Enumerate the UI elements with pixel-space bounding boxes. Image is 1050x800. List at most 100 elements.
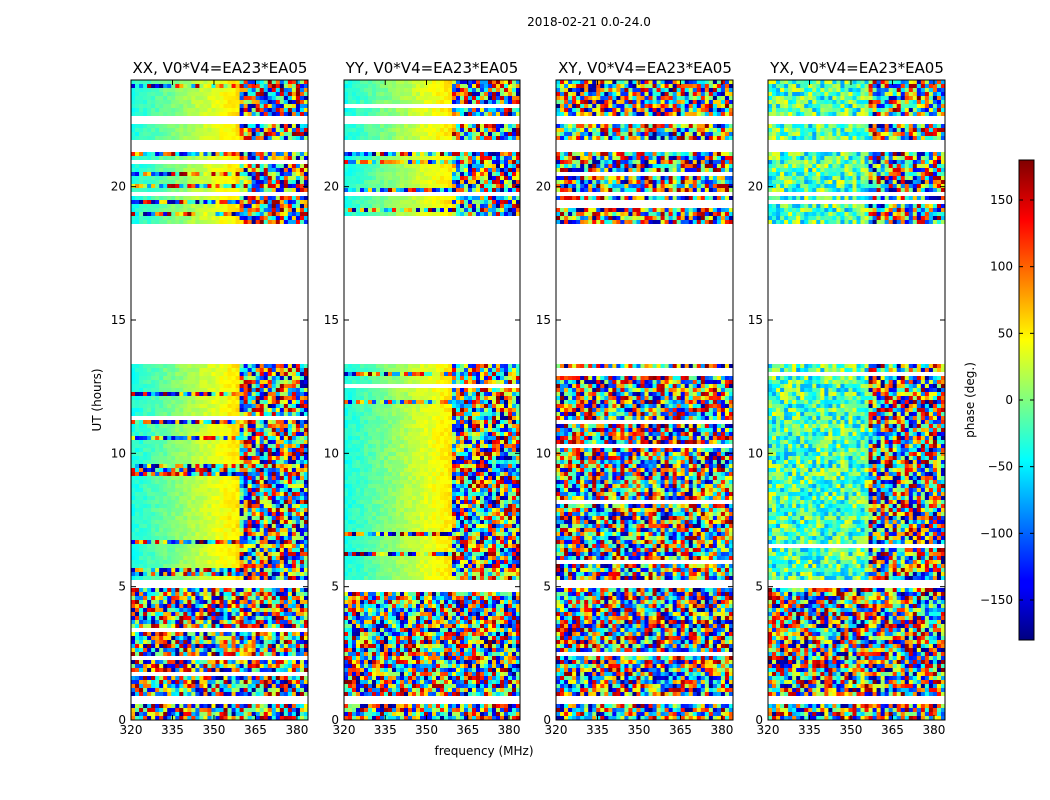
heatmap-cell [135, 220, 139, 224]
heatmap-cell [175, 492, 179, 496]
heatmap-cell [248, 124, 252, 128]
heatmap-cell [268, 188, 272, 192]
heatmap-cell [260, 372, 264, 376]
heatmap-cell [155, 500, 159, 504]
heatmap-cell [260, 444, 264, 448]
heatmap-cell [244, 92, 248, 96]
heatmap-cell [240, 168, 244, 172]
heatmap-cell [207, 412, 211, 416]
heatmap-cell [143, 84, 147, 88]
heatmap-cell [191, 108, 195, 112]
heatmap-cell [288, 460, 292, 464]
heatmap-cell [215, 180, 219, 184]
heatmap-cell [215, 460, 219, 464]
heatmap-cell [191, 196, 195, 200]
heatmap-cell [288, 216, 292, 220]
heatmap-cell [288, 484, 292, 488]
heatmap-cell [296, 516, 300, 520]
heatmap-cell [224, 152, 228, 156]
heatmap-cell [143, 156, 147, 160]
heatmap-cell [272, 432, 276, 436]
heatmap-cell [183, 136, 187, 140]
heatmap-cell [147, 480, 151, 484]
heatmap-cell [135, 408, 139, 412]
heatmap-cell [199, 372, 203, 376]
heatmap-cell [232, 92, 236, 96]
heatmap-cell [296, 480, 300, 484]
heatmap-cell [183, 84, 187, 88]
heatmap-cell [220, 368, 224, 372]
heatmap-cell [195, 472, 199, 476]
heatmap-cell [232, 400, 236, 404]
heatmap-cell [215, 188, 219, 192]
heatmap-cell [300, 484, 304, 488]
heatmap-cell [220, 92, 224, 96]
heatmap-cell [220, 80, 224, 84]
heatmap-cell [195, 512, 199, 516]
heatmap-cell [256, 456, 260, 460]
heatmap-cell [131, 84, 135, 88]
heatmap-cell [236, 464, 240, 468]
heatmap-cell [288, 184, 292, 188]
heatmap-cell [268, 464, 272, 468]
heatmap-cell [199, 448, 203, 452]
heatmap-cell [207, 108, 211, 112]
heatmap-cell [207, 136, 211, 140]
heatmap-cell [244, 104, 248, 108]
heatmap-cell [179, 132, 183, 136]
heatmap-cell [264, 220, 268, 224]
heatmap-cell [276, 460, 280, 464]
heatmap-cell [179, 92, 183, 96]
heatmap-cell [276, 500, 280, 504]
heatmap-cell [155, 196, 159, 200]
heatmap-cell [131, 184, 135, 188]
heatmap-cell [203, 216, 207, 220]
heatmap-cell [236, 444, 240, 448]
heatmap-cell [167, 456, 171, 460]
heatmap-cell [300, 200, 304, 204]
heatmap-cell [203, 392, 207, 396]
heatmap-cell [276, 96, 280, 100]
heatmap-cell [296, 388, 300, 392]
heatmap-cell [203, 516, 207, 520]
heatmap-cell [199, 392, 203, 396]
heatmap-cell [199, 464, 203, 468]
heatmap-cell [211, 124, 215, 128]
heatmap-cell [280, 100, 284, 104]
heatmap-cell [296, 456, 300, 460]
heatmap-cell [276, 80, 280, 84]
heatmap-cell [264, 136, 268, 140]
heatmap-cell [203, 400, 207, 404]
heatmap-cell [179, 404, 183, 408]
heatmap-cell [143, 136, 147, 140]
heatmap-cell [183, 124, 187, 128]
heatmap-cell [139, 404, 143, 408]
heatmap-cell [300, 488, 304, 492]
heatmap-cell [260, 496, 264, 500]
heatmap-cell [199, 396, 203, 400]
heatmap-cell [187, 468, 191, 472]
heatmap-cell [268, 384, 272, 388]
heatmap-cell [187, 380, 191, 384]
heatmap-cell [195, 408, 199, 412]
heatmap-cell [203, 124, 207, 128]
heatmap-cell [131, 464, 135, 468]
heatmap-cell [195, 396, 199, 400]
heatmap-cell [191, 452, 195, 456]
heatmap-cell [228, 216, 232, 220]
heatmap-cell [187, 124, 191, 128]
heatmap-cell [195, 200, 199, 204]
heatmap-cell [228, 436, 232, 440]
heatmap-cell [199, 512, 203, 516]
heatmap-cell [288, 512, 292, 516]
heatmap-cell [211, 488, 215, 492]
heatmap-cell [207, 480, 211, 484]
heatmap-cell [211, 188, 215, 192]
heatmap-cell [207, 168, 211, 172]
heatmap-cell [292, 488, 296, 492]
heatmap-cell [131, 112, 135, 116]
heatmap-cell [260, 448, 264, 452]
heatmap-cell [207, 424, 211, 428]
heatmap-cell [171, 520, 175, 524]
heatmap-cell [155, 460, 159, 464]
